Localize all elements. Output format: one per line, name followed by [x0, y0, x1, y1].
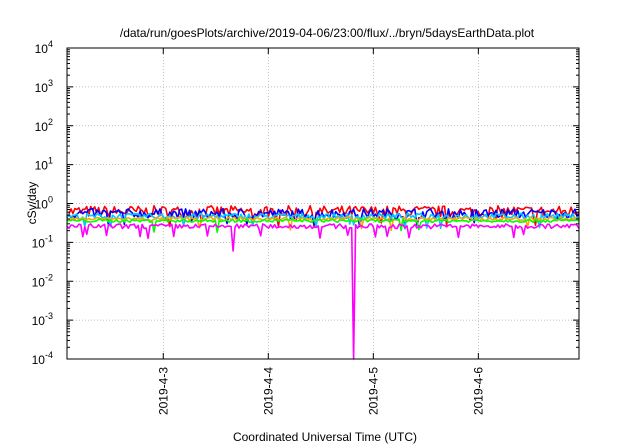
y-tick-label: 10-1: [32, 233, 53, 250]
series-line: [66, 212, 580, 230]
y-axis-label: cSv/day: [25, 182, 39, 225]
y-tick-label: 10-4: [32, 350, 53, 367]
y-tick-label: 102: [35, 117, 53, 134]
x-axis-label: Coordinated Universal Time (UTC): [233, 430, 417, 444]
x-axis: 2019-4-3 2019-4-4 2019-4-5 2019-4-6: [156, 48, 485, 415]
y-axis: 10-4 10-3 10-2 10-1 100 101 102 103 104: [32, 39, 579, 367]
chart-title: /data/run/goesPlots/archive/2019-04-06/2…: [120, 26, 535, 40]
y-tick-label: 103: [35, 78, 53, 95]
series-line: [66, 218, 580, 233]
x-tick-label: 2019-4-6: [471, 367, 485, 415]
series-line: [66, 216, 580, 232]
x-tick-label: 2019-4-3: [156, 367, 170, 415]
series-line: [66, 208, 580, 229]
x-tick-label: 2019-4-4: [261, 367, 275, 415]
x-tick-label: 2019-4-5: [366, 367, 380, 415]
y-tick-label: 101: [35, 156, 53, 173]
y-tick-label: 10-2: [32, 272, 53, 289]
y-tick-label: 104: [35, 39, 53, 56]
grid: [67, 48, 579, 359]
y-tick-label: 100: [35, 195, 53, 212]
y-tick-label: 10-3: [32, 311, 53, 328]
plot-area: [66, 205, 580, 360]
series-line: [66, 223, 580, 360]
